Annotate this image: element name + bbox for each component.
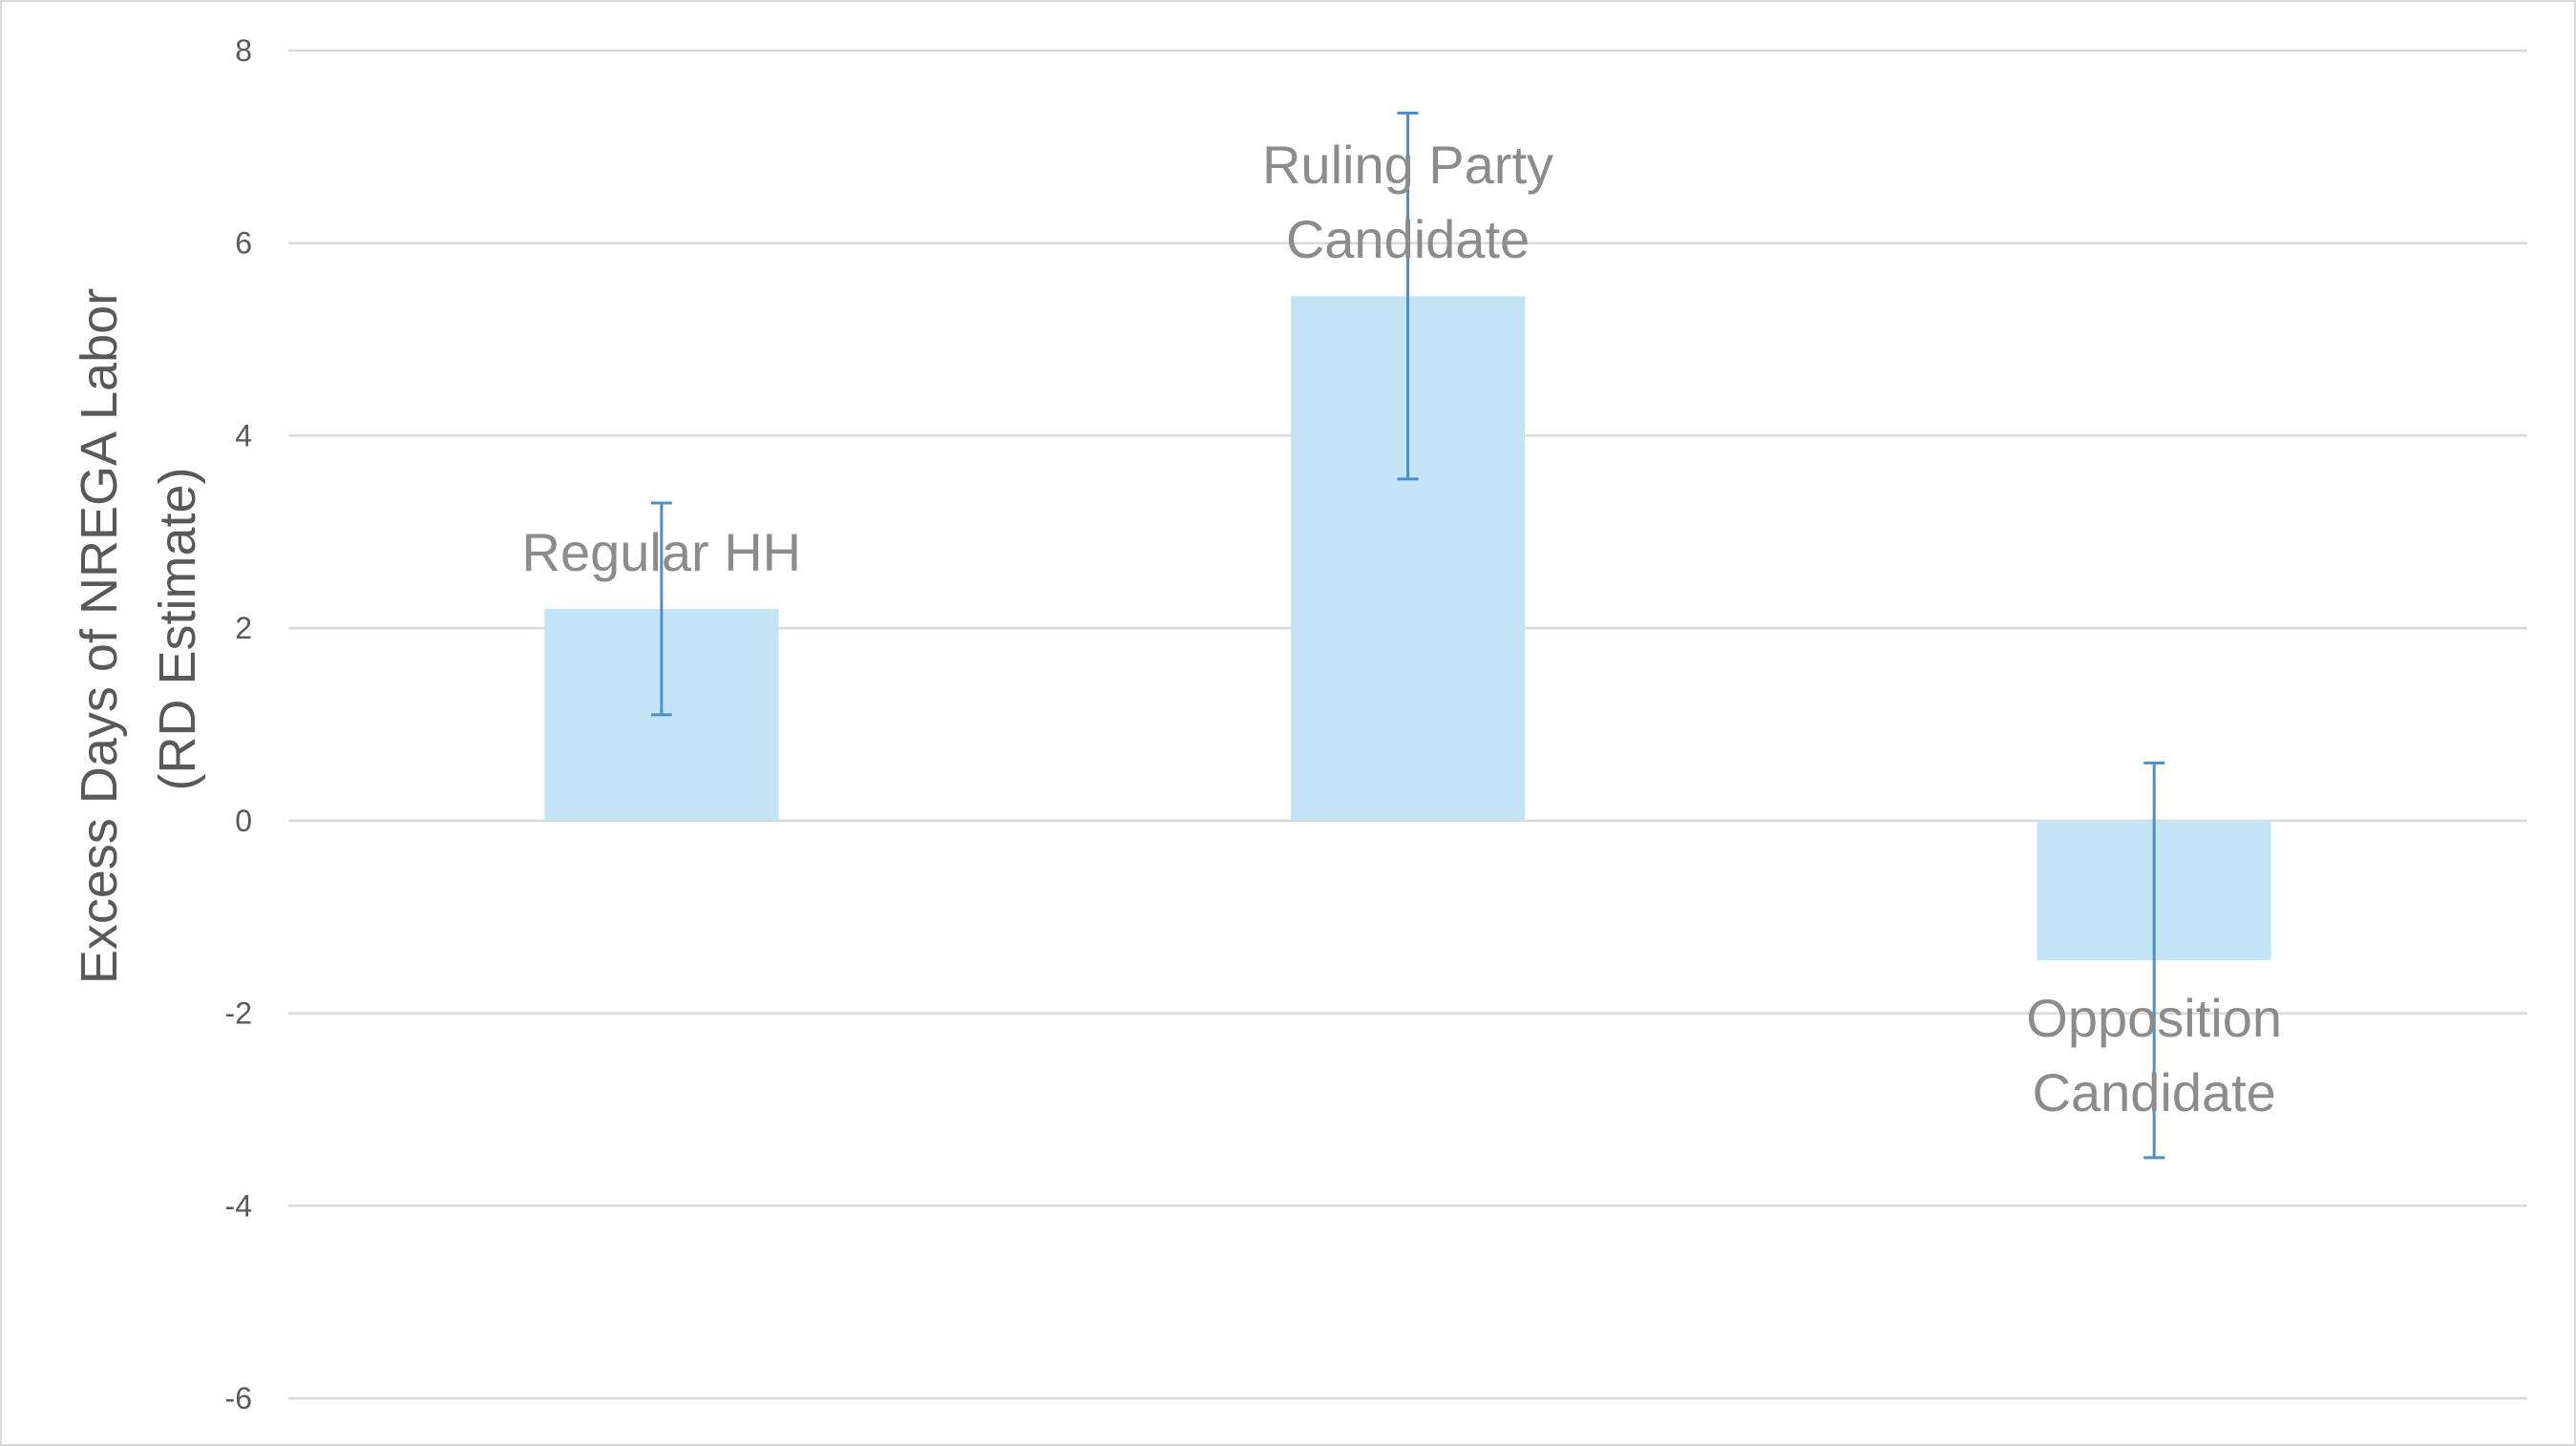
category-label-line: Opposition (2026, 988, 2282, 1048)
y-axis-title-line-1: Excess Days of NREGA Labor (71, 288, 128, 984)
category-label: Ruling Party Candidate (1262, 135, 1553, 269)
y-tick-label: 4 (235, 418, 252, 452)
y-axis-title: Excess Days of NREGA Labor (RD Estimate) (71, 274, 206, 984)
category-label-line: Ruling Party (1262, 135, 1553, 195)
category-label-line: Candidate (2033, 1062, 2276, 1122)
category-label: Opposition Candidate (2026, 988, 2282, 1122)
y-tick-label: -6 (225, 1381, 252, 1415)
y-tick-label: -2 (225, 996, 252, 1031)
y-tick-label: 8 (235, 33, 252, 68)
y-tick-label: 0 (235, 804, 252, 838)
y-tick-labels: -6 -4 -2 0 2 4 6 8 (225, 33, 252, 1415)
bars (544, 296, 2271, 961)
y-tick-label: 2 (235, 611, 252, 645)
y-axis-title-line-2: (RD Estimate) (149, 467, 206, 790)
y-tick-label: 6 (235, 226, 252, 261)
category-label: Regular HH (522, 522, 802, 582)
category-label-line: Regular HH (522, 522, 802, 582)
error-bars (650, 112, 2165, 1160)
category-label-line: Candidate (1286, 209, 1530, 269)
y-tick-label: -4 (225, 1188, 252, 1223)
